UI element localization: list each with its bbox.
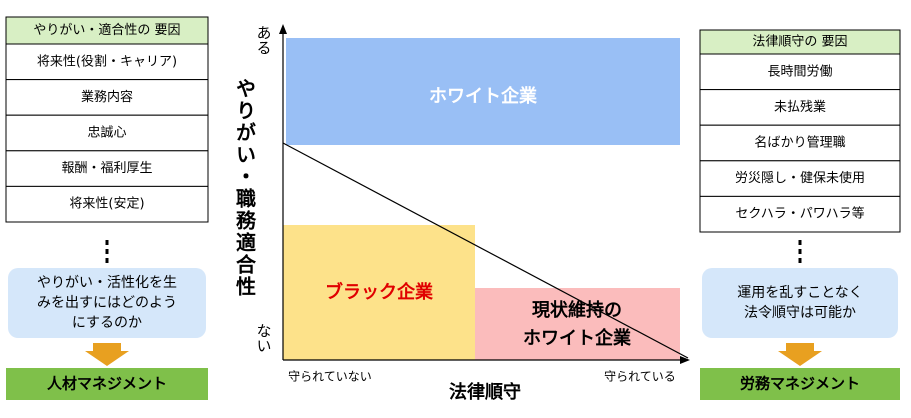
- table-header: [5, 16, 209, 45]
- row-text: 長時間労働: [767, 64, 832, 79]
- white-region: [286, 38, 680, 145]
- table-row: [699, 89, 901, 126]
- black-region: [283, 225, 475, 360]
- question-text: 運用を乱すことなく: [737, 285, 863, 301]
- table-row: [699, 53, 901, 91]
- status-quo-label: ホワイト企業: [523, 327, 632, 349]
- dot: [105, 249, 109, 254]
- y-high: ある: [255, 25, 273, 55]
- dot: [105, 258, 109, 263]
- header-text: やりがい・適合性の 要因: [33, 22, 180, 38]
- table-row: [5, 79, 209, 116]
- x-low: 守られていない: [288, 370, 372, 384]
- row-text: 労災隠し・健保未使用: [735, 170, 865, 186]
- footer-box: [6, 368, 208, 400]
- y-low: ない: [255, 323, 273, 353]
- footer-text: 人材マネジメント: [47, 375, 167, 393]
- question-text: 法令順守は可能か: [744, 305, 856, 321]
- white-label: ホワイト企業: [429, 85, 538, 107]
- table-row: [5, 114, 209, 152]
- footer-text: 労務マネジメント: [740, 375, 860, 393]
- row-text: 忠誠心: [87, 126, 126, 141]
- table-row: [699, 195, 901, 233]
- down-arrow: [85, 343, 129, 366]
- y-axis-label: やりがい・職務適合性: [233, 78, 257, 298]
- y-arrow: [279, 24, 287, 34]
- row-text: 将来性(役割・キャリア): [37, 53, 177, 69]
- question-box: [702, 268, 898, 338]
- row-text: 未払残業: [774, 99, 826, 115]
- diagonal-line: [282, 142, 689, 359]
- row-text: 業務内容: [81, 89, 133, 105]
- black-label: ブラック企業: [325, 281, 434, 303]
- table-row: [699, 124, 901, 162]
- x-axis-label: 法律順守: [449, 381, 521, 403]
- x-arrow: [680, 356, 690, 364]
- footer-box: [700, 368, 900, 400]
- status-quo-label: 現状維持の: [532, 299, 622, 321]
- down-arrow: [778, 343, 822, 366]
- row-text: セクハラ・パワハラ等: [735, 206, 864, 222]
- question-text: にするのか: [72, 315, 142, 331]
- question-text: やりがい・活性化を生: [37, 275, 177, 291]
- question-box: [8, 268, 206, 338]
- row-text: 名ばかり管理職: [754, 135, 845, 151]
- dot: [798, 249, 802, 254]
- row-text: 将来性(安定): [69, 197, 144, 212]
- dot: [798, 258, 802, 263]
- question-text: みを出すにはどのよう: [37, 295, 177, 311]
- header-text: 法律順守の 要因: [752, 35, 847, 50]
- x-high: 守られている: [604, 370, 676, 384]
- dot: [105, 240, 109, 245]
- row-text: 報酬・福利厚生: [61, 161, 152, 176]
- dot: [798, 240, 802, 245]
- table-row: [5, 43, 209, 81]
- table-row: [5, 185, 209, 223]
